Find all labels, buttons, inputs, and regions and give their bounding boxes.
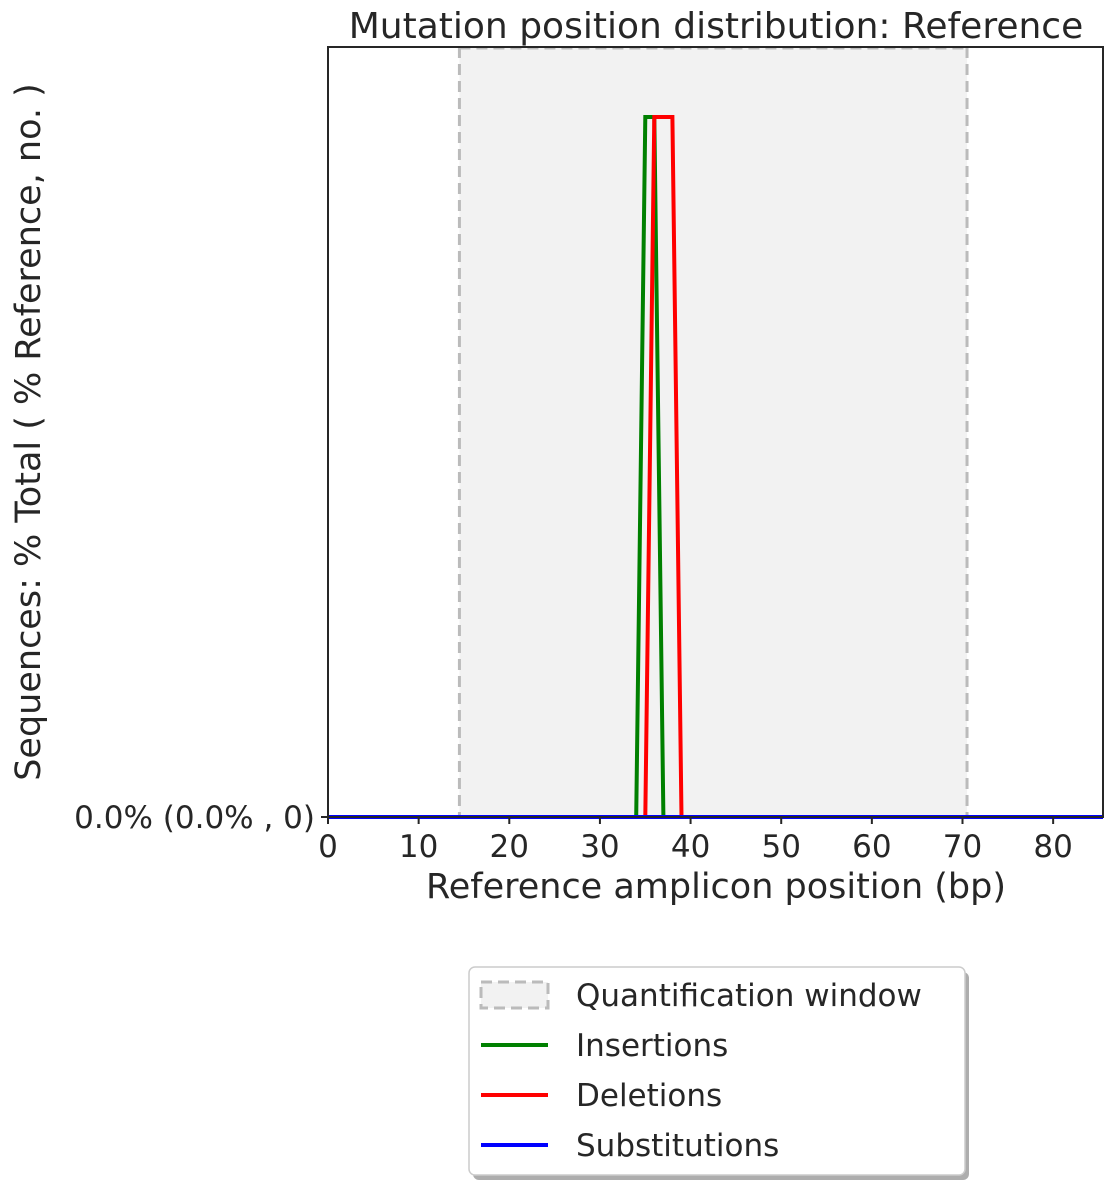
x-tick-label: 50 (761, 829, 800, 865)
legend-label: Deletions (576, 1078, 722, 1114)
chart-title: Mutation position distribution: Referenc… (349, 6, 1084, 47)
legend-swatch-quantification-window (479, 980, 550, 1010)
legend-label: Quantification window (576, 978, 922, 1014)
x-tick-label: 40 (671, 829, 710, 865)
y-tick-label: 0.0% (0.0% , 0) (74, 800, 315, 836)
quantification-window-fill (459, 47, 968, 817)
x-tick-label: 10 (399, 829, 438, 865)
plot-area (457, 46, 969, 817)
x-tick-label: 0 (318, 829, 338, 865)
x-tick-label: 30 (580, 829, 619, 865)
y-axis-label: Sequences: % Total ( % Reference, no. ) (9, 83, 49, 781)
x-tick-label: 60 (852, 829, 891, 865)
legend: Quantification window Insertions Deletions… (468, 966, 969, 1180)
legend-label: Insertions (576, 1028, 728, 1064)
x-tick-label: 70 (943, 829, 982, 865)
x-tick-label: 20 (490, 829, 529, 865)
legend-box (468, 966, 966, 1176)
x-axis-label: Reference amplicon position (bp) (426, 867, 1006, 907)
plot-frame (327, 46, 1104, 818)
legend-label: Substitutions (576, 1128, 779, 1164)
x-tick-label: 80 (1033, 829, 1072, 865)
axes-layer: 0 10 20 30 40 50 60 70 80 0.0% (0.0% , 0) (74, 46, 1104, 865)
